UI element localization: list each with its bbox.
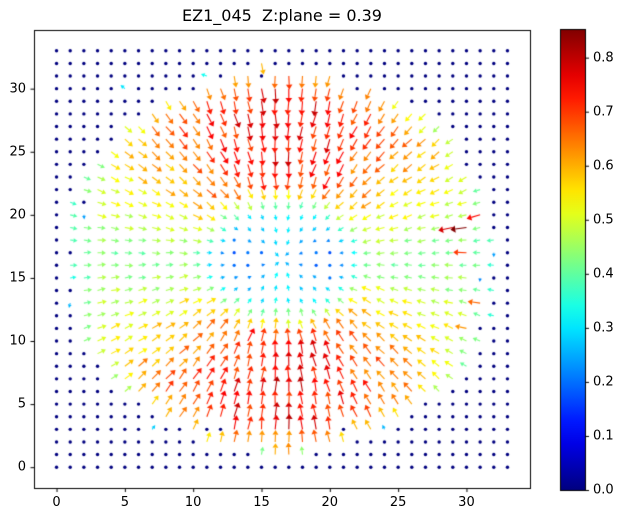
- x-axis-tick-label: 0: [52, 495, 61, 510]
- colorbar-tick-label: 0.5: [593, 212, 614, 228]
- x-axis-tick-label: 10: [184, 495, 202, 510]
- colorbar-tick-label: 0.8: [593, 50, 614, 66]
- x-axis-tick-label: 5: [120, 495, 129, 510]
- y-axis-tick-label: 25: [9, 144, 26, 160]
- colorbar-tick-label: 0.2: [593, 374, 614, 390]
- colorbar-tick-label: 0.1: [593, 428, 614, 444]
- plot-title: EZ1_045 Z:plane = 0.39: [182, 6, 382, 25]
- x-axis-tick-label: 30: [458, 495, 475, 510]
- x-axis-tick-label: 20: [321, 495, 339, 510]
- y-axis-tick-label: 20: [9, 207, 26, 223]
- y-axis-tick-label: 10: [9, 333, 26, 349]
- x-axis-tick-label: 15: [253, 495, 270, 510]
- y-axis-tick-label: 0: [17, 459, 26, 475]
- y-axis-tick-label: 30: [9, 81, 26, 97]
- y-axis-tick-label: 5: [17, 396, 26, 412]
- y-axis-tick-label: 15: [9, 270, 26, 286]
- x-axis-tick-label: 25: [389, 495, 407, 510]
- colorbar-tick-label: 0.3: [593, 320, 614, 336]
- colorbar-tick-label: 0.0: [593, 482, 614, 498]
- colorbar-tick-label: 0.4: [593, 266, 614, 282]
- colorbar-tick-label: 0.6: [593, 158, 614, 174]
- colorbar-tick-label: 0.7: [593, 104, 614, 120]
